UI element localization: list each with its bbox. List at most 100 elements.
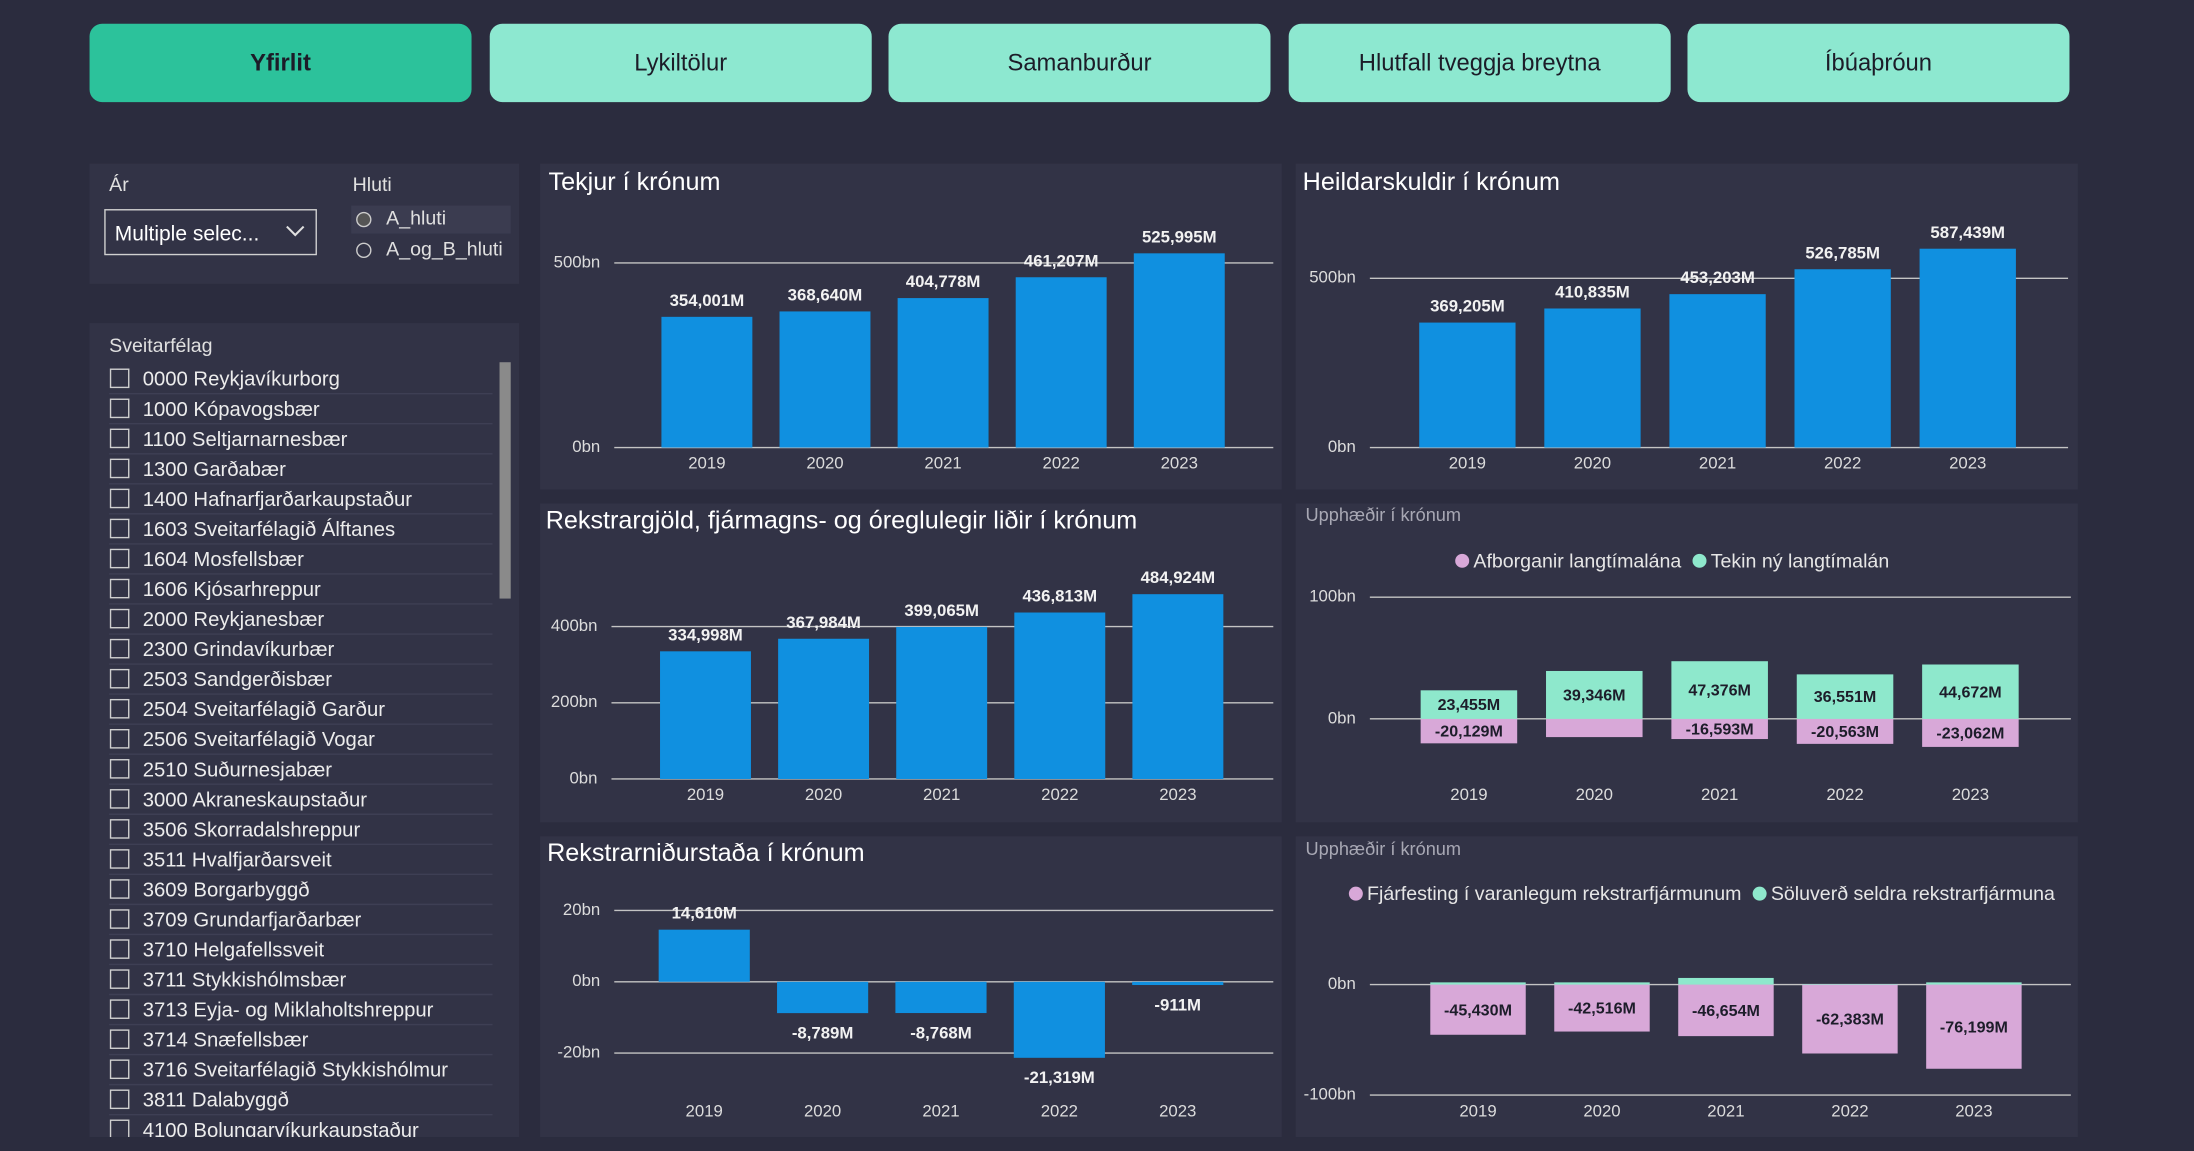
item-label[interactable]: 1100 Seltjarnarnesbær [143, 429, 348, 451]
checkbox[interactable] [109, 819, 130, 839]
item-label[interactable]: 1000 Kópavogsbær [143, 399, 320, 421]
list-item[interactable]: 3716 Sveitarfélagið Stykkishólmur [109, 1059, 493, 1086]
radio-highlight[interactable] [351, 205, 511, 234]
nav-tab[interactable]: Íbúaþróun [1687, 23, 2070, 103]
nav-tab[interactable]: Hlutfall tveggja breytna [1288, 23, 1671, 103]
list-item[interactable]: 1603 Sveitarfélagið Álftanes [109, 518, 493, 545]
item-label[interactable]: 3710 Helgafellssveit [143, 940, 325, 962]
tab-button[interactable] [489, 23, 872, 103]
list-item[interactable]: 3711 Stykkishólmsbær [109, 969, 493, 996]
item-label[interactable]: 1604 Mosfellsbær [143, 549, 304, 571]
checkbox[interactable] [109, 428, 130, 449]
tab-button[interactable] [888, 23, 1271, 103]
checkbox[interactable] [109, 759, 130, 779]
dropdown-box[interactable] [104, 209, 317, 256]
radio-option[interactable]: A_hluti [351, 205, 511, 234]
tab-label[interactable]: Lykiltölur [634, 50, 727, 77]
checkbox[interactable] [109, 1089, 130, 1110]
tab-button[interactable] [89, 23, 472, 103]
list-item[interactable]: 3709 Grundarfjarðarbær [109, 909, 493, 936]
item-label[interactable]: 3506 Skorradalshreppur [143, 819, 361, 841]
item-label[interactable]: 3811 Dalabyggð [143, 1090, 289, 1112]
radio-label[interactable]: A_hluti [386, 208, 446, 230]
checkbox[interactable] [109, 1059, 130, 1080]
scrollbar[interactable] [499, 362, 511, 599]
checkbox[interactable] [109, 729, 130, 749]
dropdown-chevron[interactable] [286, 225, 305, 237]
checkbox[interactable] [109, 999, 130, 1019]
checkbox[interactable] [109, 488, 130, 509]
checkbox[interactable] [109, 668, 130, 689]
item-label[interactable]: 2510 Suðurnesjabær [143, 759, 333, 781]
tab-button[interactable] [1687, 23, 2070, 103]
checkbox[interactable] [109, 578, 130, 599]
list-item[interactable]: 3506 Skorradalshreppur [109, 819, 493, 845]
list-item[interactable]: 2504 Sveitarfélagið Garður [109, 698, 493, 725]
checkbox[interactable] [109, 458, 130, 479]
tab-label[interactable]: Yfirlit [250, 50, 311, 77]
item-label[interactable]: 3716 Sveitarfélagið Stykkishólmur [143, 1060, 449, 1082]
tab-label[interactable]: Hlutfall tveggja breytna [1359, 50, 1602, 77]
list-item[interactable]: 2506 Sveitarfélagið Vogar [109, 729, 493, 755]
list-item[interactable]: 2503 Sandgerðisbær [109, 668, 493, 695]
list-item[interactable]: 3511 Hvalfjarðarsveit [109, 849, 493, 876]
checkbox[interactable] [109, 1119, 130, 1138]
tab-button[interactable] [1288, 23, 1671, 103]
checkbox[interactable] [109, 608, 130, 629]
item-label[interactable]: 3714 Snæfellsbær [143, 1030, 309, 1052]
checkbox[interactable] [109, 548, 130, 569]
item-label[interactable]: 1300 Garðabær [143, 459, 286, 481]
item-label[interactable]: 1400 Hafnarfjarðarkaupstaður [143, 489, 413, 511]
list-item[interactable]: 2510 Suðurnesjabær [109, 759, 493, 785]
list-item[interactable]: 1300 Garðabær [109, 458, 493, 485]
checkbox[interactable] [109, 849, 130, 869]
checkbox[interactable] [109, 398, 130, 419]
radio-button[interactable] [356, 211, 372, 228]
item-label[interactable]: 1606 Kjósarhreppur [143, 579, 321, 601]
radio-button[interactable] [356, 242, 372, 259]
nav-tab[interactable]: Lykiltölur [489, 23, 872, 103]
nav-tab[interactable]: Yfirlit [89, 23, 472, 103]
item-label[interactable]: 2503 Sandgerðisbær [143, 669, 333, 691]
radio-label[interactable]: A_og_B_hluti [386, 239, 503, 261]
item-label[interactable]: 3000 Akraneskaupstaður [143, 789, 368, 811]
list-item[interactable]: 3609 Borgarbyggð [109, 879, 493, 906]
list-item[interactable]: 1000 Kópavogsbær [109, 398, 493, 425]
nav-tab[interactable]: Samanburður [888, 23, 1271, 103]
dropdown-value[interactable]: Multiple selec... [115, 223, 260, 246]
item-label[interactable]: 0000 Reykjavíkurborg [143, 369, 340, 391]
item-label[interactable]: 2300 Grindavíkurbær [143, 639, 335, 661]
item-label[interactable]: 3709 Grundarfjarðarbær [143, 909, 362, 931]
checkbox[interactable] [109, 789, 130, 809]
checkbox[interactable] [109, 969, 130, 989]
tab-label[interactable]: Samanburður [1007, 50, 1151, 77]
list-item[interactable]: 1400 Hafnarfjarðarkaupstaður [109, 488, 493, 515]
item-label[interactable]: 3511 Hvalfjarðarsveit [143, 849, 332, 871]
list-item[interactable]: 2000 Reykjanesbær [109, 608, 493, 635]
checkbox[interactable] [109, 879, 130, 899]
item-label[interactable]: 3609 Borgarbyggð [143, 879, 310, 901]
checkbox[interactable] [109, 909, 130, 929]
list-item[interactable]: 3714 Snæfellsbær [109, 1029, 493, 1056]
list-item[interactable]: 1604 Mosfellsbær [109, 548, 493, 575]
item-label[interactable]: 3713 Eyja- og Miklaholtshreppur [143, 1000, 434, 1022]
list-item[interactable]: 3811 Dalabyggð [109, 1089, 493, 1116]
list-item[interactable]: 1606 Kjósarhreppur [109, 578, 493, 605]
list-item[interactable]: 1100 Seltjarnarnesbær [109, 428, 493, 455]
item-label[interactable]: 2000 Reykjanesbær [143, 609, 325, 631]
list-item[interactable]: 3000 Akraneskaupstaður [109, 789, 493, 815]
item-label[interactable]: 3711 Stykkishólmsbær [143, 970, 347, 992]
list-item[interactable]: 4100 Bolungarvíkurkaupstaður [109, 1119, 492, 1145]
radio-option[interactable]: A_og_B_hluti [356, 239, 503, 261]
item-label[interactable]: 2506 Sveitarfélagið Vogar [143, 729, 375, 751]
checkbox[interactable] [109, 939, 130, 959]
list-item[interactable]: 3710 Helgafellssveit [109, 939, 493, 966]
tab-label[interactable]: Íbúaþróun [1825, 50, 1932, 77]
list-item[interactable]: 3713 Eyja- og Miklaholtshreppur [109, 999, 493, 1026]
item-label[interactable]: 4100 Bolungarvíkurkaupstaður [143, 1120, 419, 1142]
checkbox[interactable] [109, 638, 130, 659]
list-item[interactable]: 2300 Grindavíkurbær [109, 638, 493, 665]
checkbox[interactable] [109, 518, 130, 539]
item-label[interactable]: 2504 Sveitarfélagið Garður [143, 699, 386, 721]
item-label[interactable]: 1603 Sveitarfélagið Álftanes [143, 518, 395, 541]
